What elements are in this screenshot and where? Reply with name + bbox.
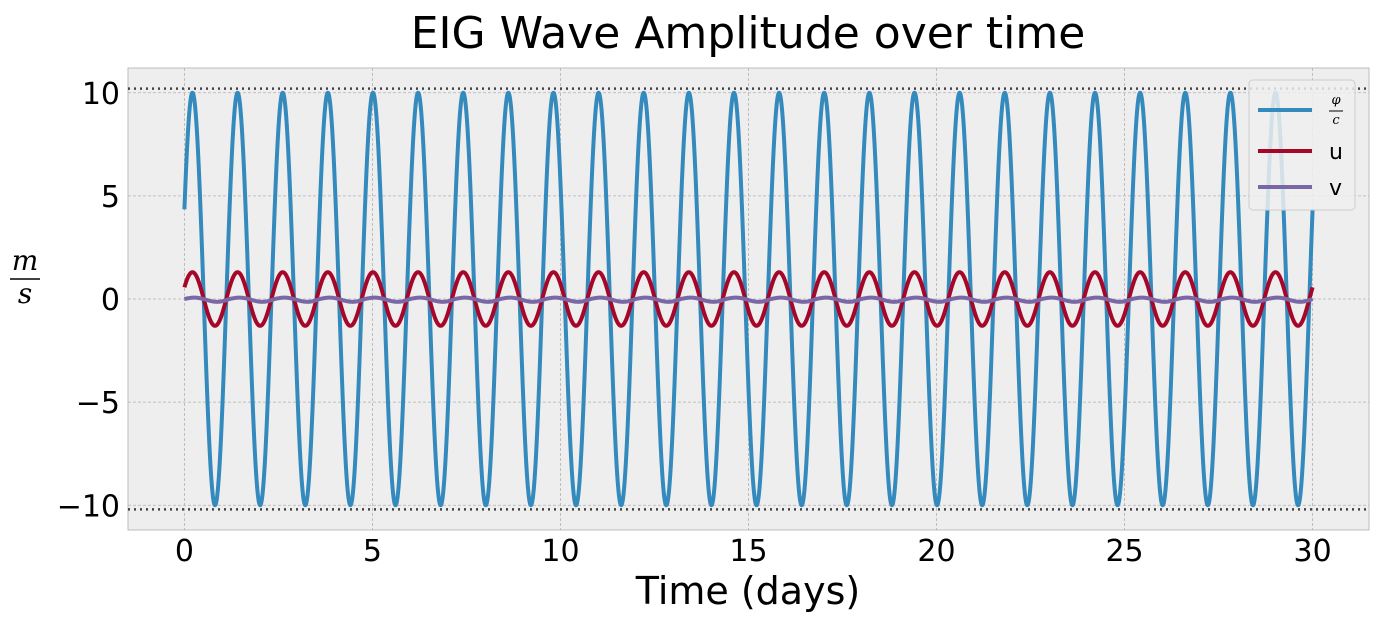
x-tick-label: 20 <box>917 534 955 569</box>
legend-label: v <box>1329 176 1342 201</box>
chart-title: EIG Wave Amplitude over time <box>411 8 1086 59</box>
x-tick-label: 30 <box>1293 534 1331 569</box>
x-tick-label: 15 <box>729 534 767 569</box>
x-tick-label: 5 <box>363 534 382 569</box>
y-tick-labels: 10 5 0 −5 −10 <box>57 77 120 525</box>
x-tick-label: 25 <box>1105 534 1143 569</box>
series-line-phi-over-c <box>182 90 1315 508</box>
legend-box <box>1248 79 1356 211</box>
series-line-u <box>182 270 1315 328</box>
x-axis-label: Time (days) <box>635 569 860 613</box>
legend-label-denominator: c <box>1332 113 1340 128</box>
series-layer <box>182 90 1315 508</box>
x-tick-label: 0 <box>175 534 194 569</box>
y-axis-label: m s <box>10 244 40 310</box>
legend-label: u <box>1329 140 1343 165</box>
y-tick-label: −10 <box>57 489 120 524</box>
y-tick-label: 0 <box>101 283 120 318</box>
y-axis-label-denominator: s <box>18 277 32 310</box>
y-tick-label: 5 <box>101 180 120 215</box>
series-line-v <box>182 295 1315 304</box>
y-axis-label-numerator: m <box>12 244 39 277</box>
y-tick-label: −5 <box>76 386 120 421</box>
legend-label-numerator: φ <box>1331 93 1341 108</box>
x-tick-labels: 0 5 10 15 20 25 30 <box>175 534 1332 569</box>
x-tick-label: 10 <box>541 534 579 569</box>
y-tick-label: 10 <box>82 77 120 112</box>
